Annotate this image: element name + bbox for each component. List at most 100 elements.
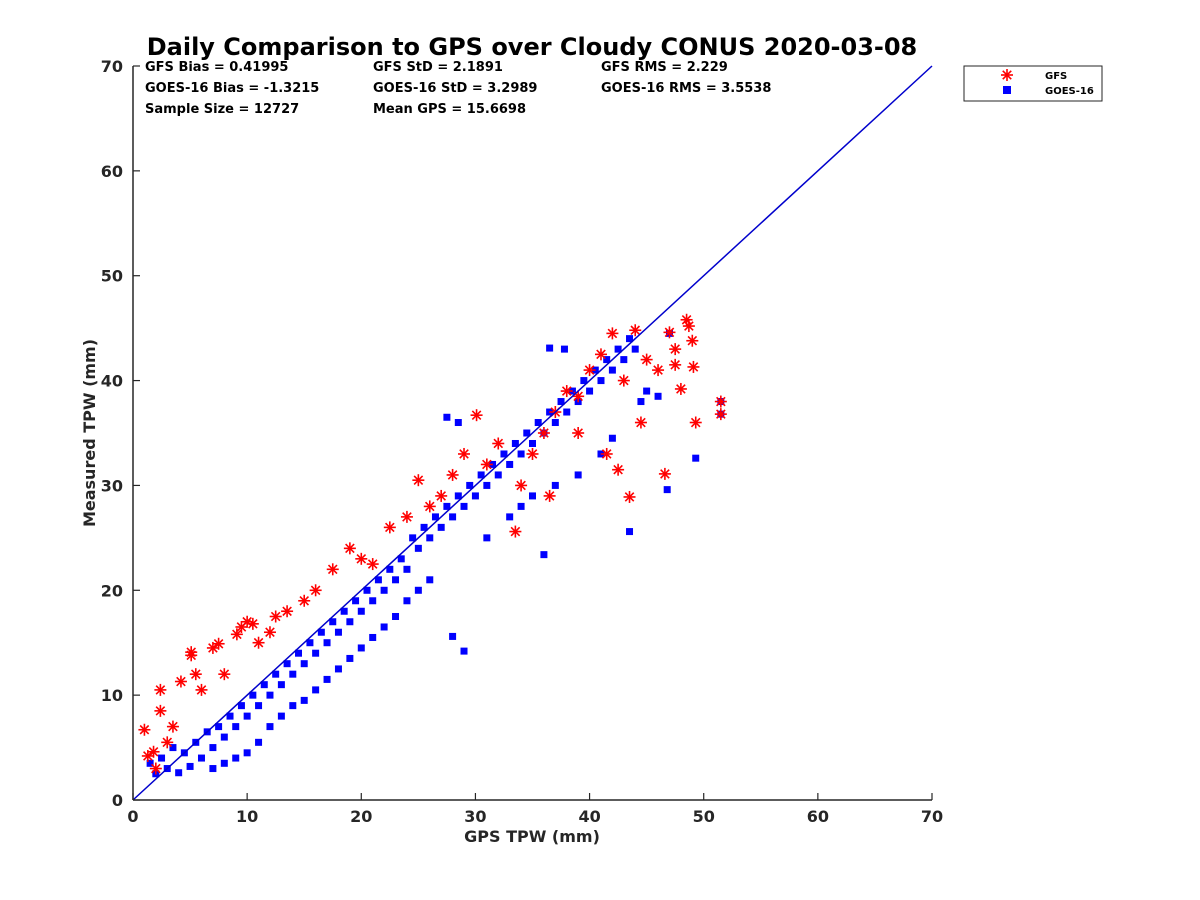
gfs-point (149, 762, 162, 775)
goes-16-point (243, 749, 251, 757)
x-tick-label: 0 (127, 807, 138, 826)
goes-16-point (506, 513, 514, 521)
goes-16-point (449, 632, 457, 640)
goes-16-point (209, 744, 217, 752)
goes-16-point (654, 392, 662, 400)
gfs-point (189, 668, 202, 681)
legend-gfs-marker (1001, 69, 1013, 81)
goes-16-point (277, 712, 285, 720)
goes-16-point (397, 555, 405, 563)
goes-16-point (626, 528, 634, 536)
gfs-point (174, 675, 187, 688)
gfs-point (658, 467, 671, 480)
gfs-point (298, 594, 311, 607)
goes-16-point (226, 712, 234, 720)
gfs-point (623, 490, 636, 503)
goes-16-point (523, 429, 531, 437)
goes-16-point (409, 534, 417, 542)
goes-16-point (255, 702, 263, 710)
gfs-point (652, 364, 665, 377)
goes-16-point (186, 762, 194, 770)
stat-mean-gps: Mean GPS = 15.6698 (373, 102, 526, 117)
goes-16-point (460, 502, 468, 510)
goes-16-point (563, 408, 571, 416)
goes-16-point (426, 534, 434, 542)
goes-16-point (215, 723, 223, 731)
gfs-point (572, 390, 585, 403)
goes-16-point (300, 660, 308, 668)
gfs-point (412, 474, 425, 487)
goes-16-point (209, 765, 217, 773)
gfs-point (212, 637, 225, 650)
gfs-point (161, 736, 174, 749)
gfs-point (423, 500, 436, 513)
goes-16-point (340, 607, 348, 615)
goes-16-point (603, 356, 611, 364)
stat-goes-bias: GOES-16 Bias = -1.3215 (145, 81, 319, 96)
goes-16-point (266, 691, 274, 699)
goes-16-point (380, 623, 388, 631)
gfs-point (543, 489, 556, 502)
goes-16-point (529, 439, 536, 447)
goes-16-point (243, 712, 251, 720)
gfs-point (166, 720, 179, 733)
gfs-point (400, 510, 413, 523)
legend-goes-label: GOES-16 (1045, 86, 1094, 97)
gfs-point (686, 334, 699, 347)
goes-16-point (380, 586, 388, 594)
gfs-point (689, 416, 702, 429)
gfs-point (515, 479, 528, 492)
stat-gfs-rms: GFS RMS = 2.229 (601, 60, 728, 75)
x-tick-label: 70 (921, 807, 943, 826)
goes-16-point (471, 492, 479, 500)
goes-16-point (692, 454, 700, 462)
legend-box (963, 65, 1103, 102)
gfs-point (218, 668, 231, 681)
goes-16-point (312, 686, 320, 694)
gfs-point (458, 447, 471, 460)
goes-16-point (300, 696, 308, 704)
goes-16-point (597, 377, 605, 385)
gfs-point (606, 327, 619, 340)
gfs-point (435, 489, 448, 502)
gfs-point (326, 563, 339, 576)
goes-16-point (414, 586, 422, 594)
gfs-point (572, 427, 585, 439)
gfs-point (594, 348, 607, 361)
goes-16-point (586, 387, 594, 395)
goes-16-point (357, 644, 365, 652)
x-tick-label: 30 (464, 807, 486, 826)
goes-16-point (454, 492, 462, 500)
gfs-point (612, 463, 625, 476)
goes-16-point (312, 649, 320, 657)
goes-16-point (237, 702, 245, 710)
goes-16-point (557, 398, 565, 406)
goes-16-point (334, 628, 342, 636)
goes-16-point (454, 419, 462, 427)
goes-16-point (306, 639, 314, 647)
stat-goes-std: GOES-16 StD = 3.2989 (373, 81, 537, 96)
goes-16-point (551, 419, 559, 427)
goes-16-point (631, 345, 639, 353)
gfs-point (154, 683, 167, 696)
y-tick-label: 0 (112, 791, 123, 810)
y-tick-label: 10 (101, 686, 123, 705)
goes-16-point (511, 439, 519, 447)
goes-16-point (352, 597, 360, 605)
gfs-point (281, 605, 294, 618)
goes-16-point (483, 534, 491, 542)
goes-16-point (329, 618, 337, 626)
x-tick-label: 10 (236, 807, 258, 826)
gfs-point (682, 320, 695, 333)
goes-16-point (357, 607, 365, 615)
goes-16-point (540, 551, 548, 559)
chart-title: Daily Comparison to GPS over Cloudy CONU… (147, 33, 918, 61)
points-layer (138, 313, 727, 778)
legend-goes-marker (1003, 86, 1011, 94)
y-tick-label: 20 (101, 581, 123, 600)
gfs-point (687, 360, 700, 373)
goes-16-point (169, 744, 177, 752)
y-axis-label: Measured TPW (mm) (80, 339, 99, 527)
legend: GFS GOES-16 (963, 65, 1103, 102)
